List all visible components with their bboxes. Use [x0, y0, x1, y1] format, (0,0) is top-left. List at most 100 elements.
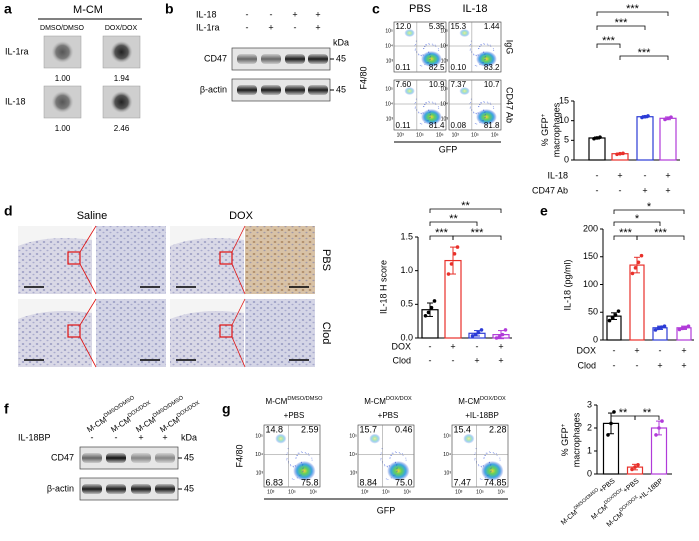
event — [389, 457, 391, 459]
event — [415, 40, 417, 42]
flow-tick: 10⁵ — [385, 28, 393, 34]
blot-name: CD47 — [51, 452, 74, 462]
event — [405, 457, 407, 459]
quadrant-value: 5.35 — [429, 22, 445, 31]
band — [155, 484, 175, 494]
data-point — [662, 324, 667, 328]
flow-tick: 10³ — [444, 471, 452, 477]
event — [380, 457, 382, 459]
flow-tick: 10⁵ — [471, 132, 479, 138]
tissue-edge — [18, 226, 92, 246]
event — [418, 54, 420, 56]
event — [394, 451, 396, 453]
data-point — [494, 336, 499, 340]
event — [477, 54, 479, 56]
event — [429, 59, 431, 61]
treatment-name: IL-18BP — [18, 432, 51, 442]
flow-tick: 10⁵ — [440, 86, 448, 92]
factor-level: - — [659, 345, 662, 355]
roi-box — [67, 324, 81, 338]
event — [484, 111, 486, 113]
band — [285, 85, 305, 95]
band — [131, 484, 151, 494]
event — [484, 58, 486, 60]
treatment-sign: - — [246, 22, 249, 32]
population — [275, 433, 287, 444]
data-point — [633, 266, 638, 270]
quadrant-value: 0.46 — [395, 424, 413, 434]
panel-label: c — [372, 1, 380, 17]
data-point — [612, 410, 616, 414]
title: M-CM — [73, 4, 103, 16]
event — [429, 116, 431, 118]
label-sup: DOX/DOX — [386, 396, 412, 402]
sig-bracket — [596, 43, 621, 48]
factor-level: + — [498, 341, 503, 351]
treatment-sign: + — [268, 22, 273, 32]
data-point — [656, 326, 661, 331]
roi-box — [67, 251, 81, 265]
event — [420, 112, 422, 114]
flow-tick: 10⁵ — [476, 489, 484, 495]
data-point — [657, 426, 661, 430]
y-tick-label: 0 — [587, 468, 592, 478]
event — [474, 64, 476, 66]
event — [429, 114, 431, 116]
roi-link — [79, 225, 97, 253]
event — [486, 43, 488, 45]
event — [431, 101, 433, 103]
label-sup: + — [540, 113, 547, 117]
sig-label: ** — [461, 200, 470, 212]
label-base: M-CM — [458, 397, 480, 406]
event — [302, 464, 304, 466]
label-suffix: +PBS — [622, 477, 641, 494]
data-point — [452, 252, 457, 256]
event — [298, 452, 300, 454]
quadrant-value: 15.7 — [360, 424, 378, 434]
dot — [110, 91, 133, 113]
event — [432, 44, 434, 46]
sig-label: *** — [654, 227, 668, 239]
row-label: Clod — [320, 322, 332, 345]
event — [480, 465, 482, 467]
event — [399, 453, 401, 455]
event — [423, 48, 425, 50]
event — [391, 452, 393, 454]
data-point — [669, 115, 673, 119]
data-point — [503, 328, 508, 332]
event — [470, 102, 472, 104]
row-label: PBS — [320, 249, 332, 271]
event — [478, 48, 480, 50]
event — [398, 452, 400, 454]
event — [396, 468, 398, 470]
data-point — [615, 152, 619, 157]
factor-level: + — [617, 170, 622, 180]
flow-tick: 10⁴ — [385, 43, 393, 49]
event — [390, 454, 392, 456]
population — [463, 433, 475, 444]
treatment-name: IL-1ra — [196, 22, 220, 32]
population — [369, 433, 381, 444]
event — [297, 452, 299, 454]
event — [426, 44, 428, 46]
event — [425, 102, 427, 104]
flow-tick: 10³ — [386, 116, 394, 122]
factor-level: - — [636, 360, 639, 370]
flow-tick: 10³ — [256, 471, 264, 477]
data-point — [595, 136, 599, 140]
size-marker: 45 — [184, 483, 194, 493]
flow-tick: 10⁴ — [349, 452, 357, 458]
data-point — [639, 253, 644, 258]
event — [419, 64, 421, 66]
event — [487, 44, 489, 46]
quadrant-value: 74.85 — [484, 477, 507, 487]
data-point — [630, 271, 635, 276]
flow-tick: 10⁴ — [440, 43, 448, 49]
quadrant-value: 82.5 — [429, 63, 445, 72]
event — [493, 49, 495, 51]
label-base: % GFP — [560, 427, 570, 456]
roi-link — [231, 336, 246, 368]
factor-name: CD47 Ab — [532, 185, 568, 195]
dot — [110, 41, 133, 63]
event — [418, 112, 420, 114]
